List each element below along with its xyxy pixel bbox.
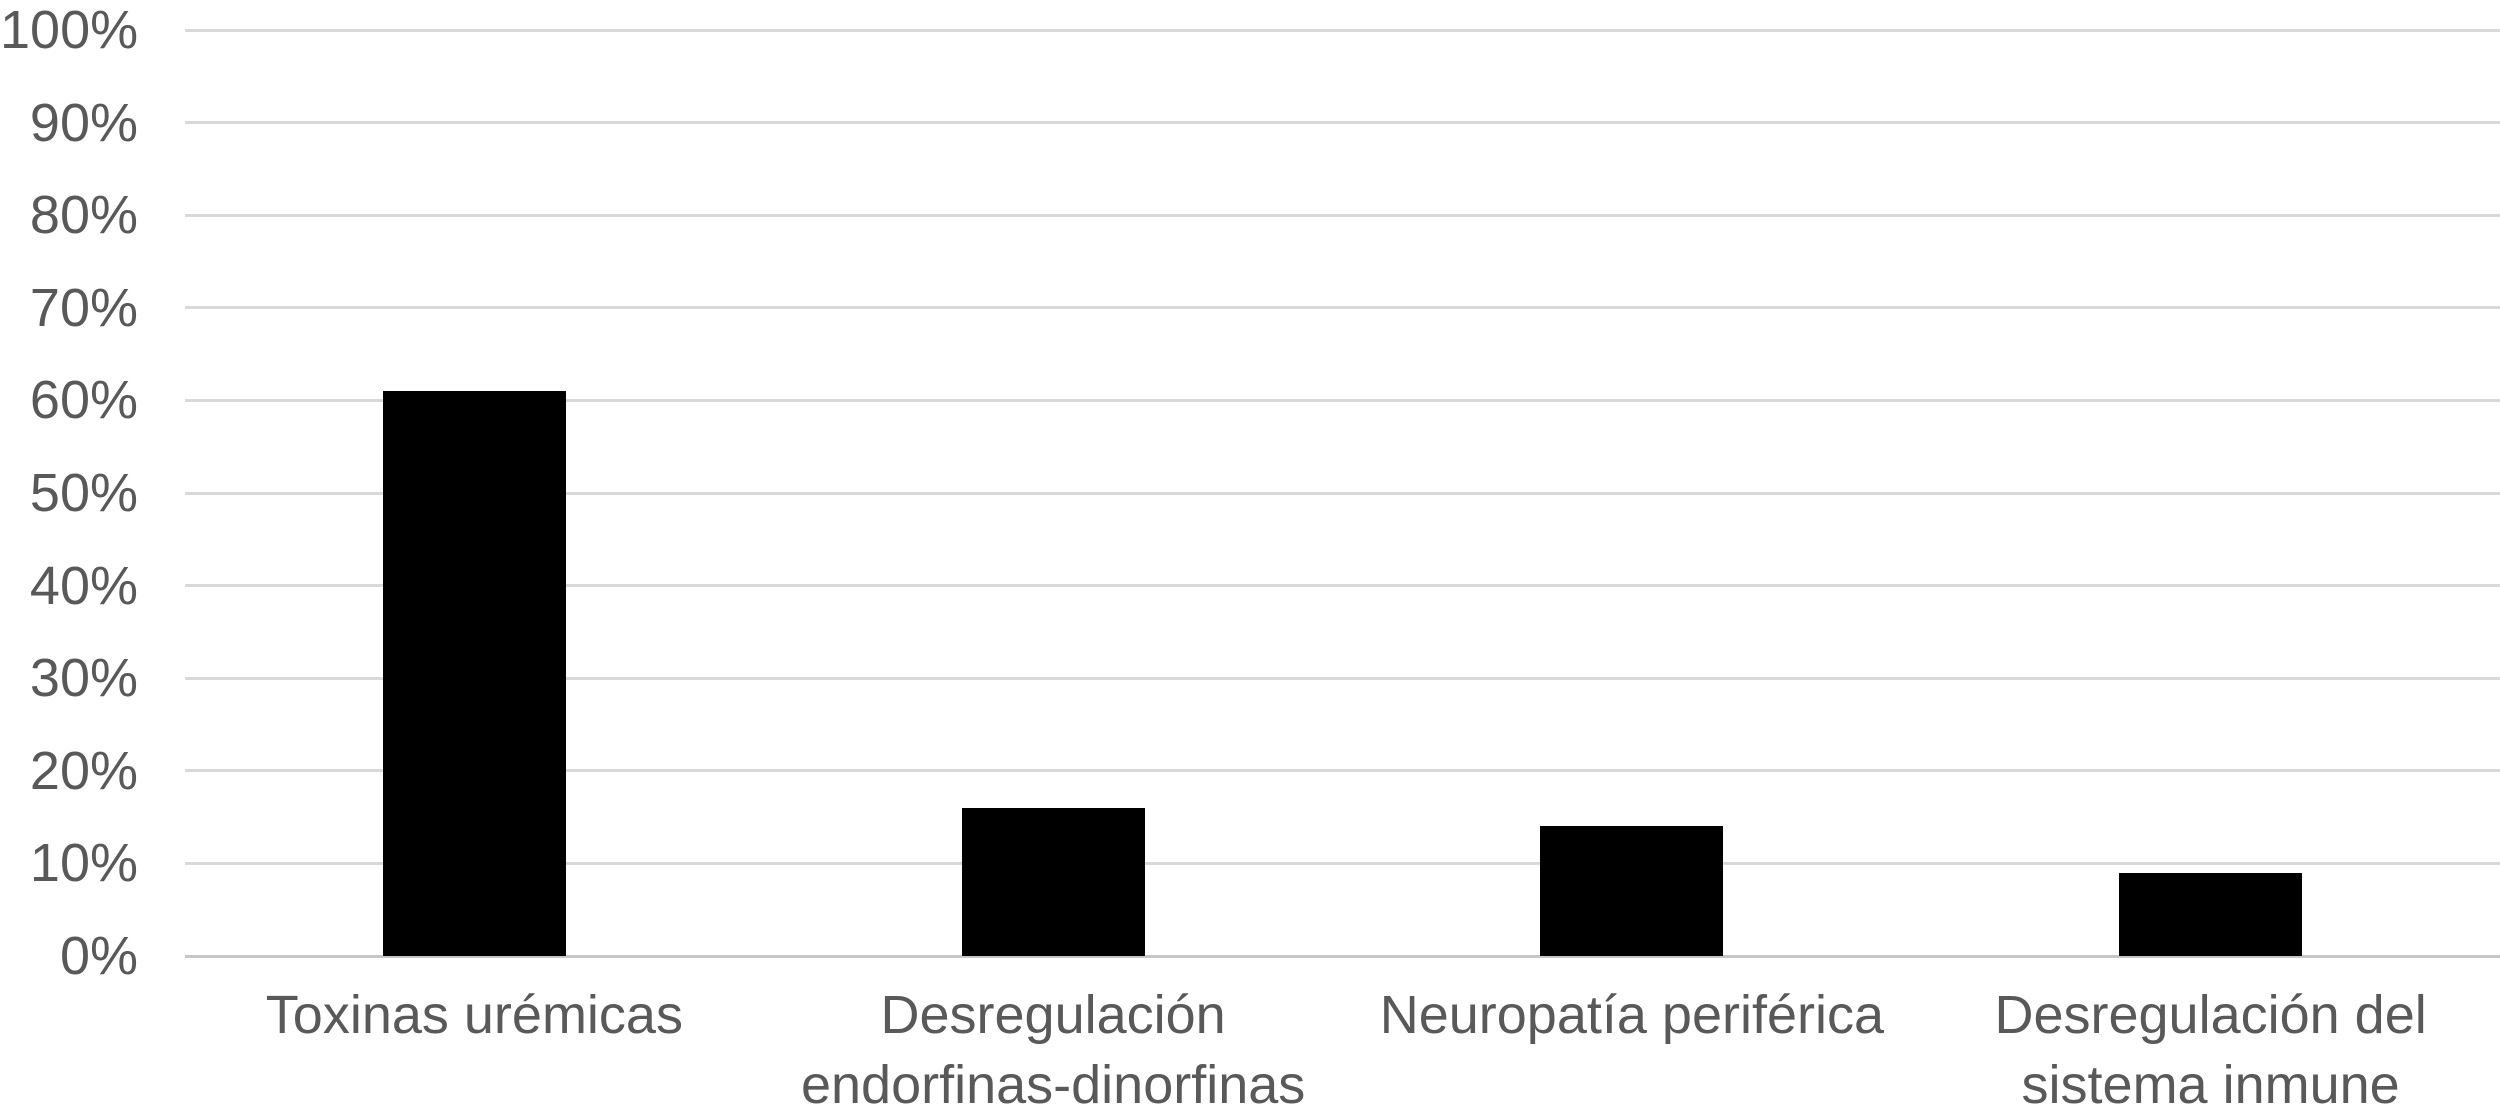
- category-label-line: Desregulación del: [1994, 985, 2427, 1045]
- bar-4: [2119, 872, 2303, 956]
- gridline: [185, 398, 2500, 402]
- bar-1: [382, 391, 566, 956]
- y-axis-tick-label: 20%: [29, 740, 138, 801]
- y-axis-tick-label: 10%: [29, 833, 138, 894]
- y-axis-tick-label: 80%: [29, 185, 138, 246]
- category-label-line: Toxinas urémicas: [265, 985, 683, 1045]
- category-label-line: endorfinas-dinorfinas: [800, 1055, 1306, 1115]
- x-axis-line: [185, 954, 2500, 958]
- gridline: [185, 491, 2500, 495]
- y-axis-tick-label: 40%: [29, 555, 138, 616]
- y-axis-tick-label: 100%: [0, 0, 139, 60]
- gridline: [185, 28, 2500, 32]
- category-label-1: Toxinas urémicas: [185, 980, 764, 1050]
- category-label-3: Neuropatía periférica: [1343, 980, 1922, 1050]
- bar-3: [1540, 826, 1724, 956]
- gridline: [185, 121, 2500, 125]
- category-label-4: Desregulación del sistema inmune: [1921, 980, 2500, 1118]
- category-label-2: Desregulación endorfinas-dinorfinas: [764, 980, 1343, 1118]
- y-axis-tick-label: 90%: [29, 92, 138, 153]
- category-label-line: Desregulación: [880, 985, 1226, 1045]
- gridline: [185, 769, 2500, 773]
- category-label-line: sistema inmune: [2021, 1055, 2400, 1115]
- gridline: [185, 584, 2500, 588]
- bar-2: [961, 807, 1145, 956]
- y-axis-tick-label: 70%: [29, 277, 138, 338]
- gridline: [185, 213, 2500, 217]
- gridline: [185, 861, 2500, 865]
- y-axis-tick-label: 60%: [29, 370, 138, 431]
- gridline: [185, 676, 2500, 680]
- y-axis-tick-label: 50%: [29, 463, 138, 523]
- y-axis-tick-label: 30%: [29, 648, 138, 709]
- y-axis-tick-label: 0%: [59, 926, 138, 986]
- category-label-line: Neuropatía periférica: [1379, 985, 1885, 1045]
- gridline: [185, 306, 2500, 310]
